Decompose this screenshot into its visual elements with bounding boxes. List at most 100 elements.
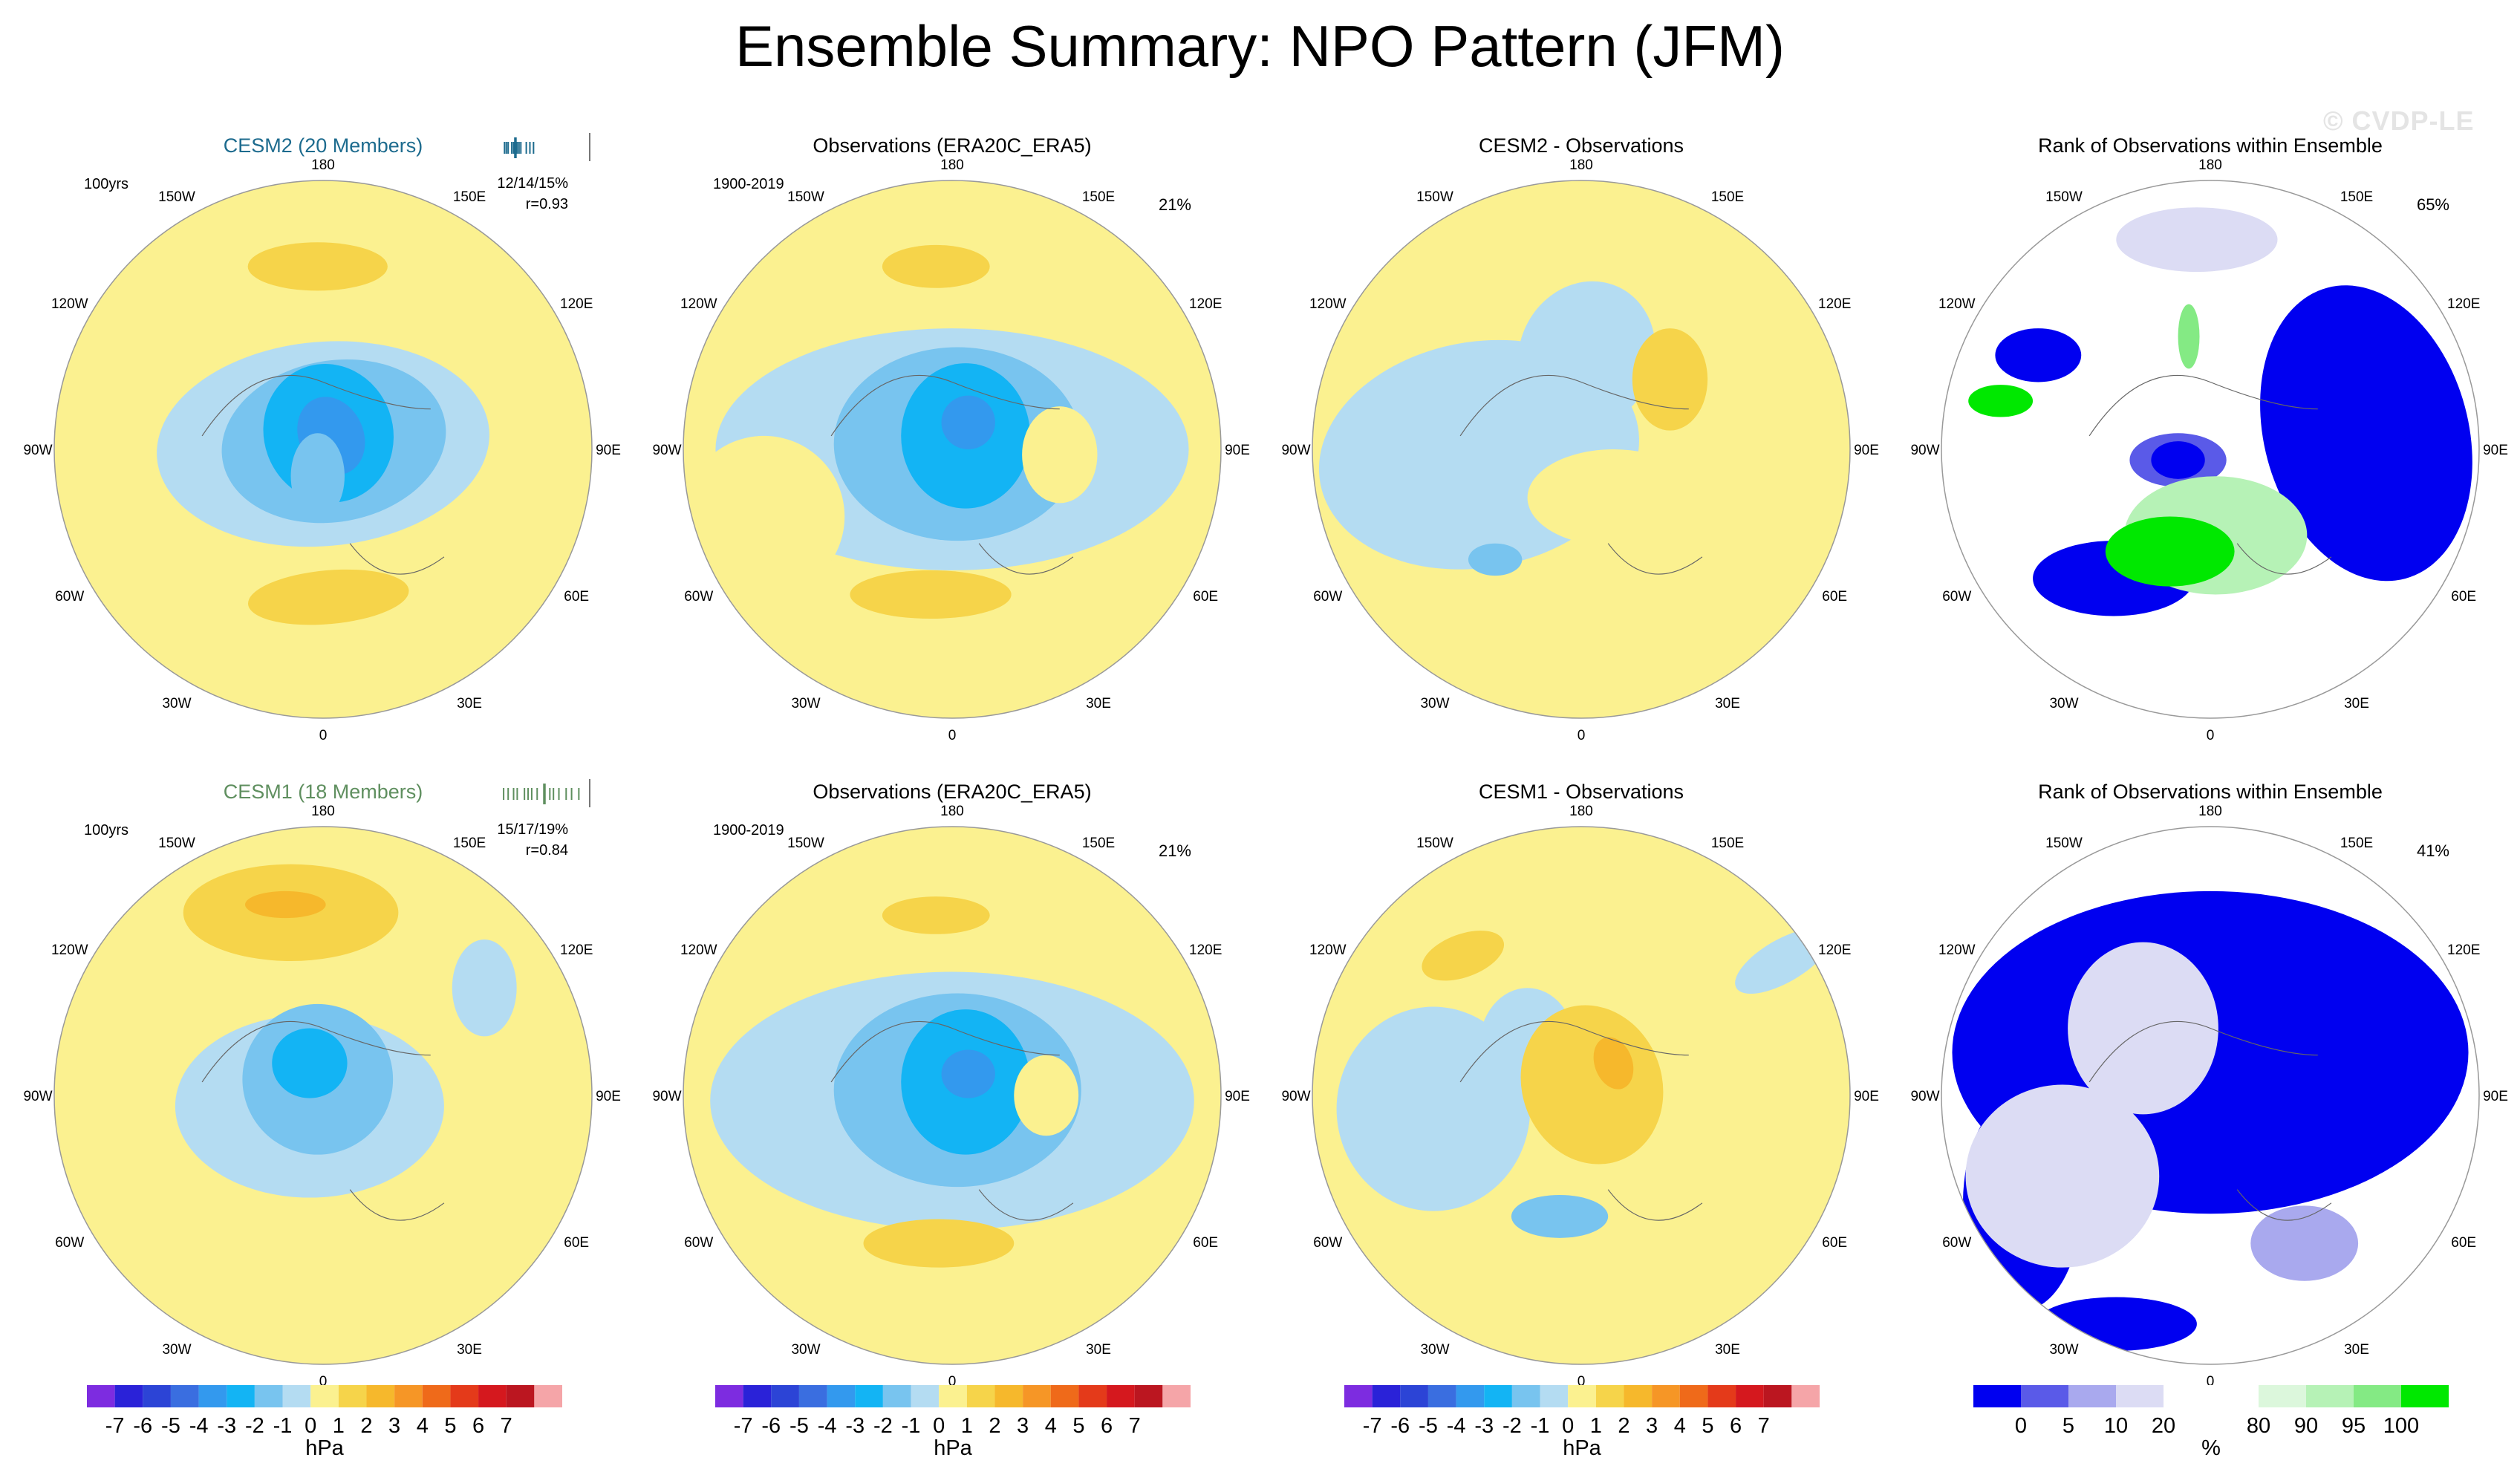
contour-region (2116, 207, 2278, 273)
contour-region (452, 939, 517, 1037)
colorbar-swatch (1456, 1385, 1485, 1407)
longitude-label: 180 (311, 804, 335, 819)
colorbar-tick-label: 100 (2383, 1414, 2419, 1438)
colorbar-tick-label: 1 (333, 1414, 345, 1438)
longitude-label: 60W (684, 589, 713, 605)
colorbar-tick-label: -2 (1502, 1414, 1522, 1438)
longitude-label: 60E (1822, 1235, 1847, 1251)
colorbar-swatch (1568, 1385, 1596, 1407)
colorbar-tick-label: 1 (1590, 1414, 1602, 1438)
colorbar-swatch (1078, 1385, 1107, 1407)
colorbar-swatch (1707, 1385, 1736, 1407)
colorbar-swatch (450, 1385, 479, 1407)
longitude-label: 60W (1313, 589, 1342, 605)
colorbar-swatch (2306, 1385, 2354, 1407)
figure-title: Ensemble Summary: NPO Pattern (JFM) (735, 13, 1785, 79)
colorbar-swatch (227, 1385, 255, 1407)
colorbar-tick-label: 6 (472, 1414, 484, 1438)
colorbar-swatch (1973, 1385, 2021, 1407)
map-field (1312, 827, 1850, 1364)
contour-region (248, 569, 409, 625)
contour-region (941, 1049, 995, 1098)
colorbar-swatch (771, 1385, 799, 1407)
colorbar-swatch (282, 1385, 311, 1407)
colorbar-swatch (1679, 1385, 1708, 1407)
colorbar-tick-label: 2 (1618, 1414, 1629, 1438)
colorbar-tick-label: -6 (133, 1414, 152, 1438)
colorbar-swatch (1427, 1385, 1456, 1407)
colorbar-swatch (827, 1385, 856, 1407)
contour-region (2151, 441, 2205, 479)
coastline (2088, 374, 2332, 575)
hpa-colorbar-2: -7 -6 -5 -4 -3 -2 -1 0 1 2 3 4 5 6 7 hPa (715, 1385, 1191, 1460)
contour-region (1014, 1055, 1079, 1136)
colorbar-swatch (2164, 1385, 2211, 1407)
longitude-label: 150W (158, 836, 195, 851)
longitude-label: 90E (1225, 443, 1250, 458)
coastline (201, 1020, 445, 1221)
longitude-label: 0 (319, 728, 328, 743)
coastline (830, 374, 1074, 575)
colorbar-swatch (506, 1385, 535, 1407)
longitude-label: 60W (1942, 1235, 1971, 1251)
contour-region (1995, 328, 2082, 382)
longitude-label: 30W (162, 696, 191, 711)
map-border (53, 826, 593, 1365)
colorbar-swatch (911, 1385, 940, 1407)
contour-region (863, 1219, 1015, 1268)
colorbar-tick-label: 20 (2152, 1414, 2175, 1438)
colorbar-tick-label: -2 (245, 1414, 264, 1438)
longitude-label: 30E (457, 696, 482, 711)
longitude-label: 150E (1082, 836, 1115, 851)
map-panel-cesm2-minus-obs: 180 150E 120E 90E 60E 30E 0 30W 60W 90W 120W 150W CE… (1281, 134, 1878, 743)
colorbar-unit: hPa (1563, 1436, 1601, 1460)
colorbar-swatch (170, 1385, 199, 1407)
colorbar-swatch (1107, 1385, 1135, 1407)
colorbar-tick-label: 80 (2247, 1414, 2270, 1438)
contour-region (2250, 1205, 2359, 1281)
colorbar-swatch (966, 1385, 995, 1407)
longitude-label: 150W (158, 189, 195, 205)
longitude-label: 60W (1942, 589, 1971, 605)
colorbar-swatch (254, 1385, 283, 1407)
member-tick-strip (503, 779, 590, 807)
colorbar-swatch (422, 1385, 451, 1407)
colorbar-tick-label: 7 (1129, 1414, 1141, 1438)
colorbar-tick-label: -5 (1419, 1414, 1438, 1438)
colorbar-tick-label: -3 (1474, 1414, 1494, 1438)
longitude-label: 180 (2198, 157, 2222, 173)
colorbar-tick-label: -1 (902, 1414, 921, 1438)
longitude-label: 60E (1193, 1235, 1218, 1251)
longitude-label: 150E (2340, 189, 2373, 205)
contour-region (245, 890, 326, 919)
colorbar-tick-label: 4 (417, 1414, 429, 1438)
colorbar-tick-label: -5 (789, 1414, 809, 1438)
colorbar-swatch (2354, 1385, 2401, 1407)
contour-region (882, 896, 990, 934)
longitude-label: 90W (1910, 1089, 1939, 1104)
watermark: © CVDP-LE (2323, 105, 2475, 136)
longitude-label: 90W (652, 1089, 681, 1104)
contour-region (247, 242, 388, 291)
colorbar-tick-label: 3 (1646, 1414, 1658, 1438)
longitude-label: 150W (787, 836, 824, 851)
coastline (1459, 1020, 1703, 1221)
colorbar-swatch (882, 1385, 911, 1407)
map-panel-cesm1-minus-obs: 180 150E 120E 90E 60E 30E 0 30W 60W 90W 120W 150W CE… (1281, 781, 1878, 1390)
longitude-label: 120E (1189, 942, 1222, 958)
longitude-label: 30E (1086, 1342, 1111, 1358)
colorbar-swatch (478, 1385, 507, 1407)
colorbar-tick-label: -6 (761, 1414, 781, 1438)
longitude-label: 30W (2049, 696, 2078, 711)
pattern-correlation-label: r=0.93 (526, 196, 568, 212)
map-panel-cesm1-pattern: 180 150E 120E 90E 60E 30E 0 30W 60W 90W 120W 150W CE… (23, 779, 621, 1390)
colorbar-tick-label: 3 (1017, 1414, 1029, 1438)
colorbar-swatch (1540, 1385, 1569, 1407)
contour-region (1632, 328, 1708, 431)
contour-region (1968, 385, 2034, 417)
coastline (2088, 1020, 2332, 1221)
longitude-label: 120W (1938, 942, 1976, 958)
longitude-label: 90E (596, 1089, 621, 1104)
longitude-label: 180 (1569, 804, 1593, 819)
